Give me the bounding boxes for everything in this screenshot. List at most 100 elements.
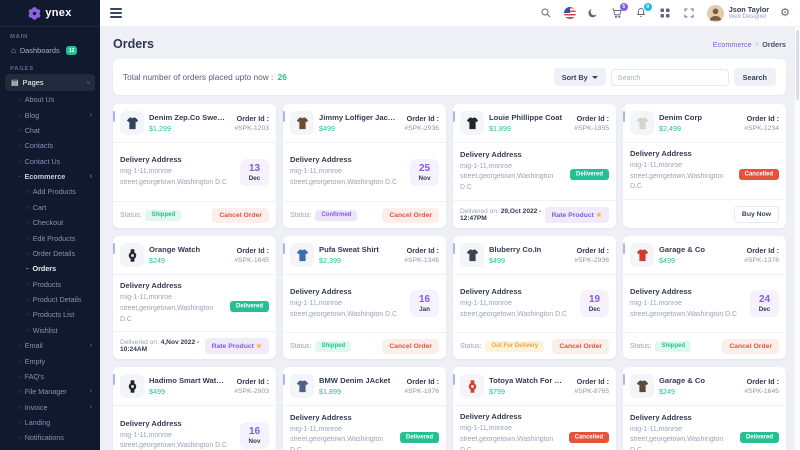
- product-thumbnail: [630, 243, 654, 268]
- apps-grid-icon[interactable]: [659, 7, 672, 20]
- cart-icon[interactable]: 5: [611, 2, 628, 20]
- search-button[interactable]: Search: [733, 68, 776, 86]
- delivery-address: mig-1-11,monroe street,georgetown,Washin…: [290, 425, 384, 450]
- user-role: Web Designer: [728, 13, 767, 20]
- sidebar-item-wishlist[interactable]: ○ Wishlist: [26, 325, 58, 335]
- product-thumbnail: [120, 111, 144, 135]
- order-status-badge: Shipped: [655, 340, 692, 352]
- order-action-button[interactable]: Cancel Order: [722, 338, 779, 354]
- chevron-right-icon: ›: [89, 388, 92, 396]
- product-title[interactable]: Jimmy Lolfiger Jacket: [319, 112, 397, 122]
- order-action-button[interactable]: Buy Now: [733, 205, 779, 223]
- product-price: $249: [149, 256, 165, 266]
- product-price: $1,899: [489, 124, 511, 134]
- breadcrumb-ecommerce[interactable]: Ecommerce: [712, 39, 752, 49]
- order-id-value: #SPK-2903: [234, 388, 269, 396]
- order-action-button[interactable]: Rate Product ★: [204, 337, 269, 354]
- scrollbar-thumb[interactable]: [796, 30, 799, 100]
- chevron-right-icon: ›: [89, 342, 92, 350]
- product-price: $2,499: [659, 124, 681, 134]
- product-thumbnail: [290, 111, 314, 135]
- order-card: Denim Zep.Co Sweat Shirt $1,299 Order Id…: [113, 104, 276, 229]
- user-profile[interactable]: Json Taylor Web Designer: [706, 4, 769, 22]
- search-icon[interactable]: [540, 7, 553, 20]
- product-title[interactable]: Hadimo Smart Watch(44mm): [149, 375, 227, 385]
- delivered-on-text: Delivered on: 29,Oct 2022 - 12:47PM: [460, 207, 542, 222]
- sidebar-item-pricing[interactable]: ○Pricing: [0, 446, 100, 450]
- delivery-address: mig-1-11,monroe street,georgetown,Washin…: [630, 299, 737, 318]
- product-title[interactable]: Totoya Watch For Kids: [489, 375, 567, 385]
- sidebar-item-blog[interactable]: ○ Blog ›: [18, 110, 92, 120]
- order-card: Jimmy Lolfiger Jacket $499 Order Id : #S…: [283, 104, 446, 229]
- order-action-button[interactable]: Rate Product ★: [544, 206, 609, 223]
- sort-by-button[interactable]: Sort By: [553, 68, 606, 86]
- sidebar-item-ecommerce[interactable]: – Ecommerce ›: [18, 172, 92, 182]
- order-action-button[interactable]: Cancel Order: [382, 207, 439, 223]
- search-input[interactable]: [610, 68, 729, 86]
- status-label: Status:: [460, 342, 482, 350]
- delivery-address-label: Delivery Address: [460, 149, 522, 159]
- sidebar-item-email[interactable]: ○ Email ›: [18, 341, 92, 351]
- settings-gear-icon[interactable]: ⚙: [780, 6, 790, 19]
- sidebar-item-checkout[interactable]: ○ Checkout: [26, 218, 64, 228]
- menu-toggle-icon[interactable]: [110, 6, 122, 20]
- product-title[interactable]: Garage & Co: [659, 375, 705, 385]
- page-scrollbar[interactable]: [795, 0, 800, 450]
- bullet-icon: ○: [26, 235, 29, 241]
- breadcrumb: Ecommerce › Orders: [713, 40, 786, 49]
- product-title[interactable]: BMW Denim JAcket: [319, 375, 391, 385]
- product-price: $2,399: [319, 256, 341, 266]
- order-id-label: Order Id :: [236, 376, 269, 386]
- sidebar-item-product-details[interactable]: ○ Product Details: [26, 295, 82, 305]
- sidebar-item-contacts[interactable]: ○ Contacts: [18, 141, 54, 151]
- sidebar-item-add-products[interactable]: ○ Add Products: [26, 187, 76, 197]
- breadcrumb-current: Orders: [762, 39, 786, 49]
- dark-mode-moon-icon[interactable]: [587, 7, 600, 20]
- product-price: $1,299: [149, 124, 171, 134]
- sidebar-item-order-details[interactable]: ○ Order Details: [26, 248, 76, 258]
- sidebar-item-cart[interactable]: ○ Cart: [26, 202, 47, 212]
- sidebar-item-landing[interactable]: ○ Landing: [18, 418, 51, 428]
- sidebar-item-contact-us[interactable]: ○ Contact Us: [18, 156, 61, 166]
- sidebar-item-edit-products[interactable]: ○ Edit Products: [26, 233, 76, 243]
- expected-date-badge: 16 Nov: [240, 421, 269, 449]
- sidebar-item-notifications[interactable]: ○ Notifications: [18, 433, 64, 443]
- brand-logo[interactable]: ynex: [0, 0, 100, 27]
- sidebar-item-invoice[interactable]: ○ Invoice ›: [18, 402, 92, 412]
- order-action-button[interactable]: Cancel Order: [552, 338, 609, 354]
- product-price: $499: [489, 256, 505, 266]
- language-flag-icon[interactable]: [563, 7, 576, 19]
- pages-icon: ▤: [11, 77, 19, 87]
- sidebar-item-dashboards[interactable]: ⌂ Dashboards 12: [5, 42, 95, 59]
- fullscreen-icon[interactable]: [683, 7, 696, 20]
- product-title[interactable]: Louie Phillippe Coat: [489, 112, 562, 122]
- sidebar-item-chat[interactable]: ○ Chat: [18, 125, 40, 135]
- product-title[interactable]: Denim Corp: [659, 112, 703, 122]
- sidebar-item-products[interactable]: ○ Products: [26, 279, 62, 289]
- order-id-value: #SPK-1645: [234, 257, 269, 265]
- sidebar-item-pages[interactable]: ▤ Pages ›: [5, 74, 95, 91]
- product-title[interactable]: Garage & Co: [659, 244, 705, 254]
- delivery-address: mig-1-11,monroe street,georgetown,Washin…: [120, 294, 214, 323]
- product-title[interactable]: Bluberry Co.In: [489, 244, 542, 254]
- order-id-value: #SPK-1376: [744, 257, 779, 265]
- product-title[interactable]: Orange Watch: [149, 244, 201, 254]
- bullet-icon: ○: [18, 143, 21, 149]
- brand-name: ynex: [45, 7, 72, 19]
- sidebar-item-products-list[interactable]: ○ Products List: [26, 310, 75, 320]
- sidebar-item-orders[interactable]: – Orders: [26, 264, 57, 274]
- sidebar-item-empty[interactable]: ○ Empty: [18, 356, 46, 366]
- sidebar-item-faq-s[interactable]: ○ FAQ's: [18, 371, 45, 381]
- status-label: Status:: [290, 211, 312, 219]
- notifications-bell-icon[interactable]: 0: [635, 2, 652, 20]
- order-action-button[interactable]: Cancel Order: [382, 338, 439, 354]
- product-title[interactable]: Denim Zep.Co Sweat Shirt: [149, 112, 227, 122]
- delivery-address-label: Delivery Address: [290, 412, 352, 422]
- order-id-label: Order Id :: [406, 376, 439, 386]
- product-title[interactable]: Pufa Sweat Shirt: [319, 244, 379, 254]
- order-action-button[interactable]: Cancel Order: [212, 207, 269, 223]
- sidebar-item-about-us[interactable]: ○ About Us: [18, 95, 55, 105]
- sidebar-item-file-manager[interactable]: ○ File Manager ›: [18, 387, 92, 397]
- notifications-badge: 0: [643, 2, 652, 11]
